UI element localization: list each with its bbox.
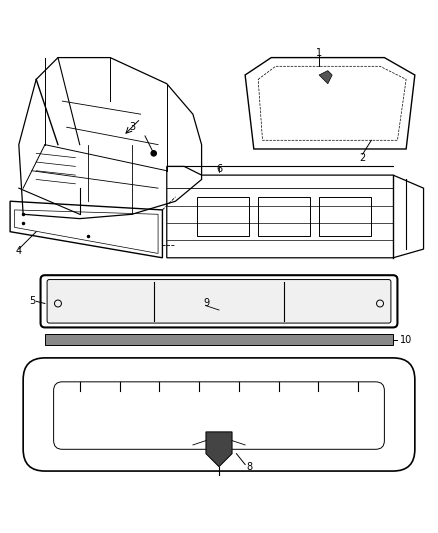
- Text: 4: 4: [16, 246, 22, 256]
- Bar: [197, 197, 250, 236]
- Bar: [319, 197, 371, 236]
- Polygon shape: [319, 71, 332, 84]
- Bar: [45, 334, 393, 345]
- FancyBboxPatch shape: [47, 279, 391, 323]
- Text: 10: 10: [400, 335, 412, 345]
- Text: 6: 6: [216, 164, 222, 174]
- Bar: [258, 197, 311, 236]
- Text: 9: 9: [203, 298, 209, 309]
- Text: 8: 8: [247, 462, 253, 472]
- Text: 5: 5: [29, 296, 35, 306]
- Text: 1: 1: [316, 49, 322, 58]
- Polygon shape: [206, 432, 232, 467]
- Circle shape: [151, 151, 156, 156]
- Text: 3: 3: [129, 122, 135, 132]
- Text: 2: 2: [360, 152, 366, 163]
